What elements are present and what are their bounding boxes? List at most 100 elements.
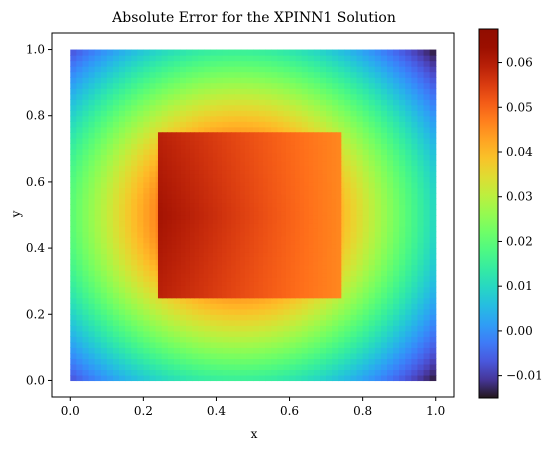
- heatmap-cell: [100, 115, 108, 122]
- heatmap-cell: [192, 303, 199, 310]
- heatmap-cell: [299, 260, 305, 266]
- heatmap-cell: [208, 252, 214, 257]
- heatmap-cell: [88, 308, 96, 315]
- heatmap-cell: [149, 49, 157, 56]
- heatmap-cell: [106, 148, 114, 155]
- heatmap-cell: [259, 336, 266, 343]
- heatmap-cell: [350, 126, 358, 133]
- heatmap-cell: [289, 49, 297, 56]
- heatmap-cell: [88, 132, 96, 139]
- heatmap-cell: [272, 272, 278, 278]
- heatmap-cell: [180, 152, 186, 158]
- heatmap-cell: [240, 277, 246, 282]
- heatmap-cell: [106, 281, 114, 288]
- heatmap-cell: [259, 82, 266, 89]
- heatmap-cell: [226, 173, 232, 179]
- heatmap-cell: [208, 202, 214, 208]
- heatmap-cell: [368, 176, 376, 183]
- heatmap-cell: [277, 363, 285, 371]
- heatmap-cell: [221, 281, 228, 286]
- heatmap-cell: [326, 341, 333, 348]
- heatmap-cell: [192, 369, 199, 376]
- heatmap-cell: [423, 336, 431, 343]
- heatmap-cell: [411, 176, 419, 183]
- heatmap-cell: [203, 190, 209, 195]
- heatmap-cell: [119, 165, 126, 172]
- heatmap-cell: [119, 226, 126, 233]
- heatmap-cell: [125, 93, 132, 100]
- heatmap-cell: [265, 82, 272, 89]
- heatmap-cell: [149, 60, 157, 67]
- heatmap-cell: [94, 308, 102, 315]
- heatmap-cell: [380, 143, 388, 150]
- heatmap-cell: [290, 268, 296, 274]
- heatmap-cell: [374, 297, 382, 304]
- heatmap-cell: [143, 192, 151, 200]
- heatmap-cell: [338, 341, 345, 348]
- heatmap-cell: [356, 374, 364, 382]
- heatmap-cell: [231, 219, 237, 224]
- heatmap-cell: [119, 341, 126, 348]
- heatmap-cell: [411, 159, 419, 166]
- heatmap-cell: [277, 314, 285, 321]
- heatmap-cell: [171, 281, 177, 286]
- heatmap-cell: [338, 352, 345, 359]
- heatmap-cell: [94, 88, 102, 95]
- heatmap-cell: [76, 104, 84, 111]
- heatmap-cell: [313, 198, 319, 204]
- heatmap-cell: [265, 363, 272, 371]
- heatmap-cell: [253, 243, 260, 249]
- heatmap-cell: [131, 231, 138, 238]
- heatmap-cell: [271, 104, 278, 111]
- heatmap-cell: [231, 132, 237, 138]
- heatmap-cell: [221, 140, 228, 146]
- heatmap-cell: [180, 169, 186, 175]
- heatmap-cell: [393, 88, 400, 95]
- heatmap-cell: [277, 303, 285, 310]
- heatmap-cell: [399, 176, 406, 183]
- heatmap-cell: [76, 148, 84, 155]
- heatmap-cell: [180, 268, 186, 274]
- heatmap-cell: [380, 308, 388, 315]
- heatmap-cell: [100, 270, 108, 277]
- heatmap-cell: [228, 358, 236, 365]
- heatmap-cell: [399, 248, 406, 255]
- heatmap-cell: [119, 242, 126, 249]
- heatmap-cell: [76, 248, 84, 255]
- heatmap-cell: [185, 152, 191, 158]
- heatmap-cell: [429, 198, 437, 205]
- heatmap-cell: [226, 181, 232, 187]
- heatmap-cell: [299, 289, 305, 295]
- heatmap-cell: [368, 143, 376, 150]
- heatmap-cell: [208, 235, 214, 241]
- heatmap-cell: [295, 71, 303, 78]
- heatmap-cell: [192, 352, 199, 359]
- heatmap-cell: [308, 198, 314, 204]
- heatmap-cell: [82, 303, 90, 310]
- heatmap-cell: [344, 363, 352, 371]
- heatmap-cell: [417, 93, 425, 100]
- heatmap-cell: [185, 186, 191, 191]
- heatmap-cell: [217, 177, 223, 183]
- heatmap-cell: [189, 256, 196, 262]
- heatmap-cell: [368, 369, 376, 376]
- heatmap-cell: [222, 336, 230, 343]
- heatmap-cell: [289, 369, 297, 376]
- heatmap-cell: [320, 115, 327, 122]
- heatmap-cell: [192, 115, 199, 122]
- heatmap-cell: [82, 264, 90, 271]
- heatmap-cell: [295, 66, 303, 73]
- heatmap-cell: [344, 203, 352, 211]
- heatmap-cell: [299, 177, 305, 183]
- heatmap-cell: [240, 186, 246, 191]
- heatmap-cell: [149, 220, 157, 227]
- heatmap-cell: [234, 60, 242, 67]
- heatmap-cell: [235, 140, 241, 146]
- heatmap-cell: [393, 374, 400, 382]
- heatmap-cell: [199, 239, 205, 245]
- heatmap-cell: [429, 60, 437, 67]
- heatmap-cell: [112, 264, 120, 271]
- heatmap-cell: [423, 99, 431, 106]
- heatmap-cell: [186, 325, 193, 332]
- heatmap-cell: [180, 243, 186, 249]
